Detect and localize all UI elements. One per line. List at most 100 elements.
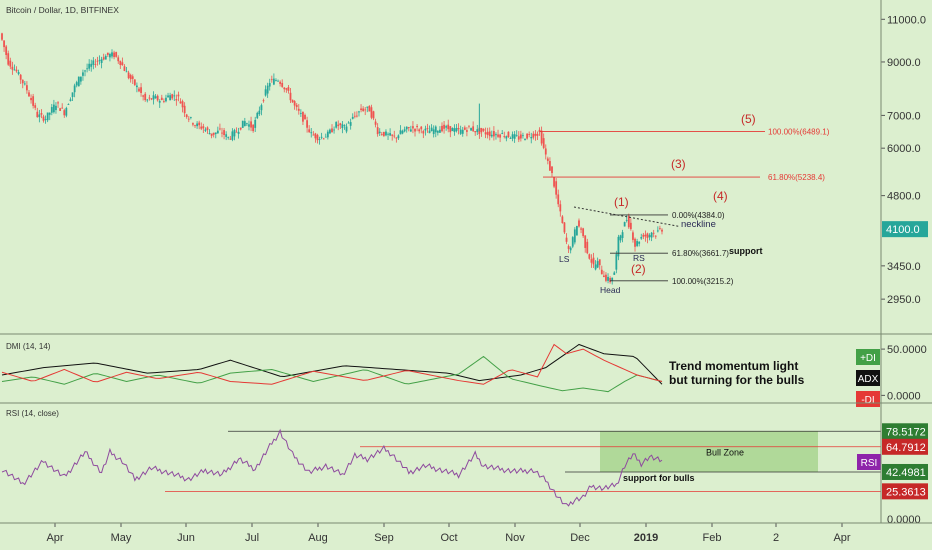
candle-body xyxy=(138,88,140,92)
candle-body xyxy=(374,121,377,125)
candle-body xyxy=(453,128,456,132)
candle-body xyxy=(189,117,192,119)
candle-body xyxy=(412,126,414,129)
candle-body xyxy=(567,246,570,249)
candle-body xyxy=(436,130,439,133)
candle-body xyxy=(345,126,348,132)
candle-body xyxy=(360,108,362,111)
candle-body xyxy=(501,133,504,134)
rsi-lines xyxy=(1,428,663,507)
candle-body xyxy=(171,94,174,99)
candle-body xyxy=(61,107,64,109)
candle-body xyxy=(642,234,645,237)
candle-body xyxy=(136,85,138,88)
candle-body xyxy=(177,94,180,97)
fib-levels: 100.00%(6489.1) 61.80%(5238.4) 0.00%(4384.… xyxy=(540,128,830,286)
pattern-annotation: LS xyxy=(559,254,570,264)
candle-body xyxy=(185,114,188,118)
candle-body xyxy=(407,127,410,129)
candle-body xyxy=(546,158,549,161)
candle-body xyxy=(615,254,618,270)
rsi-level-tag xyxy=(882,463,928,480)
time-tick-label: Apr xyxy=(833,532,850,544)
candle-body xyxy=(9,60,12,67)
candle-body xyxy=(474,131,477,133)
fib-level-label: 61.80%(5238.4) xyxy=(768,173,825,182)
candle-body xyxy=(94,63,97,65)
candle-body xyxy=(432,129,435,135)
dmi-axis: 50.0000 0.0000 +DI ADX -DI xyxy=(856,344,927,407)
rsi-level-tag xyxy=(882,483,928,500)
candle-body xyxy=(349,122,352,126)
candle-body xyxy=(528,134,531,135)
fib-level-label: 61.80%(3661.7) xyxy=(672,249,729,258)
candle-body xyxy=(476,129,479,133)
candle-body xyxy=(3,40,5,48)
candle-body xyxy=(322,138,325,140)
time-tick-label: May xyxy=(111,532,132,544)
candle-body xyxy=(55,105,57,111)
candle-body xyxy=(46,112,49,121)
candle-body xyxy=(241,120,244,128)
candle-body xyxy=(389,133,392,136)
candle-body xyxy=(100,59,103,63)
candle-body xyxy=(237,131,240,134)
candle-body xyxy=(187,118,190,120)
candle-body xyxy=(260,105,263,111)
candle-body xyxy=(335,122,338,128)
time-tick-label: Apr xyxy=(46,532,63,544)
price-tick-label: 9000.0 xyxy=(887,57,921,69)
candle-body xyxy=(52,104,55,113)
candle-body xyxy=(113,52,115,58)
candle-body xyxy=(540,130,543,144)
candle-body xyxy=(121,62,124,66)
candle-body xyxy=(291,99,294,103)
candle-body xyxy=(293,101,296,106)
rsi-level-tag xyxy=(882,438,928,455)
candle-body xyxy=(299,113,302,114)
candle-body xyxy=(28,92,30,97)
candle-body xyxy=(441,125,443,132)
candle-body xyxy=(88,63,91,69)
candle-body xyxy=(21,79,24,84)
candle-body xyxy=(522,135,524,137)
candle-body xyxy=(403,129,406,132)
candle-body xyxy=(538,129,541,133)
candle-body xyxy=(526,133,528,139)
candle-body xyxy=(519,134,522,139)
candle-body xyxy=(557,194,560,205)
candle-body xyxy=(451,127,454,132)
candle-body xyxy=(459,129,462,134)
candle-body xyxy=(661,229,663,232)
candle-body xyxy=(517,136,520,140)
candle-body xyxy=(320,136,323,138)
candle-body xyxy=(524,139,526,141)
candle-body xyxy=(492,131,495,137)
candle-body xyxy=(627,215,630,228)
pattern-annotation: RS xyxy=(633,253,645,263)
candle-body xyxy=(364,109,367,111)
candle-body xyxy=(659,228,661,230)
candle-body xyxy=(256,112,259,119)
candle-body xyxy=(194,125,196,127)
candle-body xyxy=(250,121,252,128)
candle-body xyxy=(409,129,412,132)
candle-body xyxy=(214,132,217,135)
candle-body xyxy=(310,132,313,134)
candle-body xyxy=(605,274,607,281)
candle-body xyxy=(297,108,300,111)
pattern-annotations: (5) (3) (4) (1) (2) neckline support LS Head RS xyxy=(559,112,763,295)
candle-body xyxy=(198,122,201,126)
candle-body xyxy=(289,92,292,101)
candle-body xyxy=(650,232,653,238)
candle-body xyxy=(378,131,381,134)
candle-body xyxy=(109,53,111,58)
candle-body xyxy=(264,89,267,96)
candle-body xyxy=(223,130,225,136)
time-tick-label: Dec xyxy=(570,532,590,544)
candle-body xyxy=(544,148,547,155)
candle-body xyxy=(457,128,460,130)
time-tick-label: Sep xyxy=(374,532,394,544)
